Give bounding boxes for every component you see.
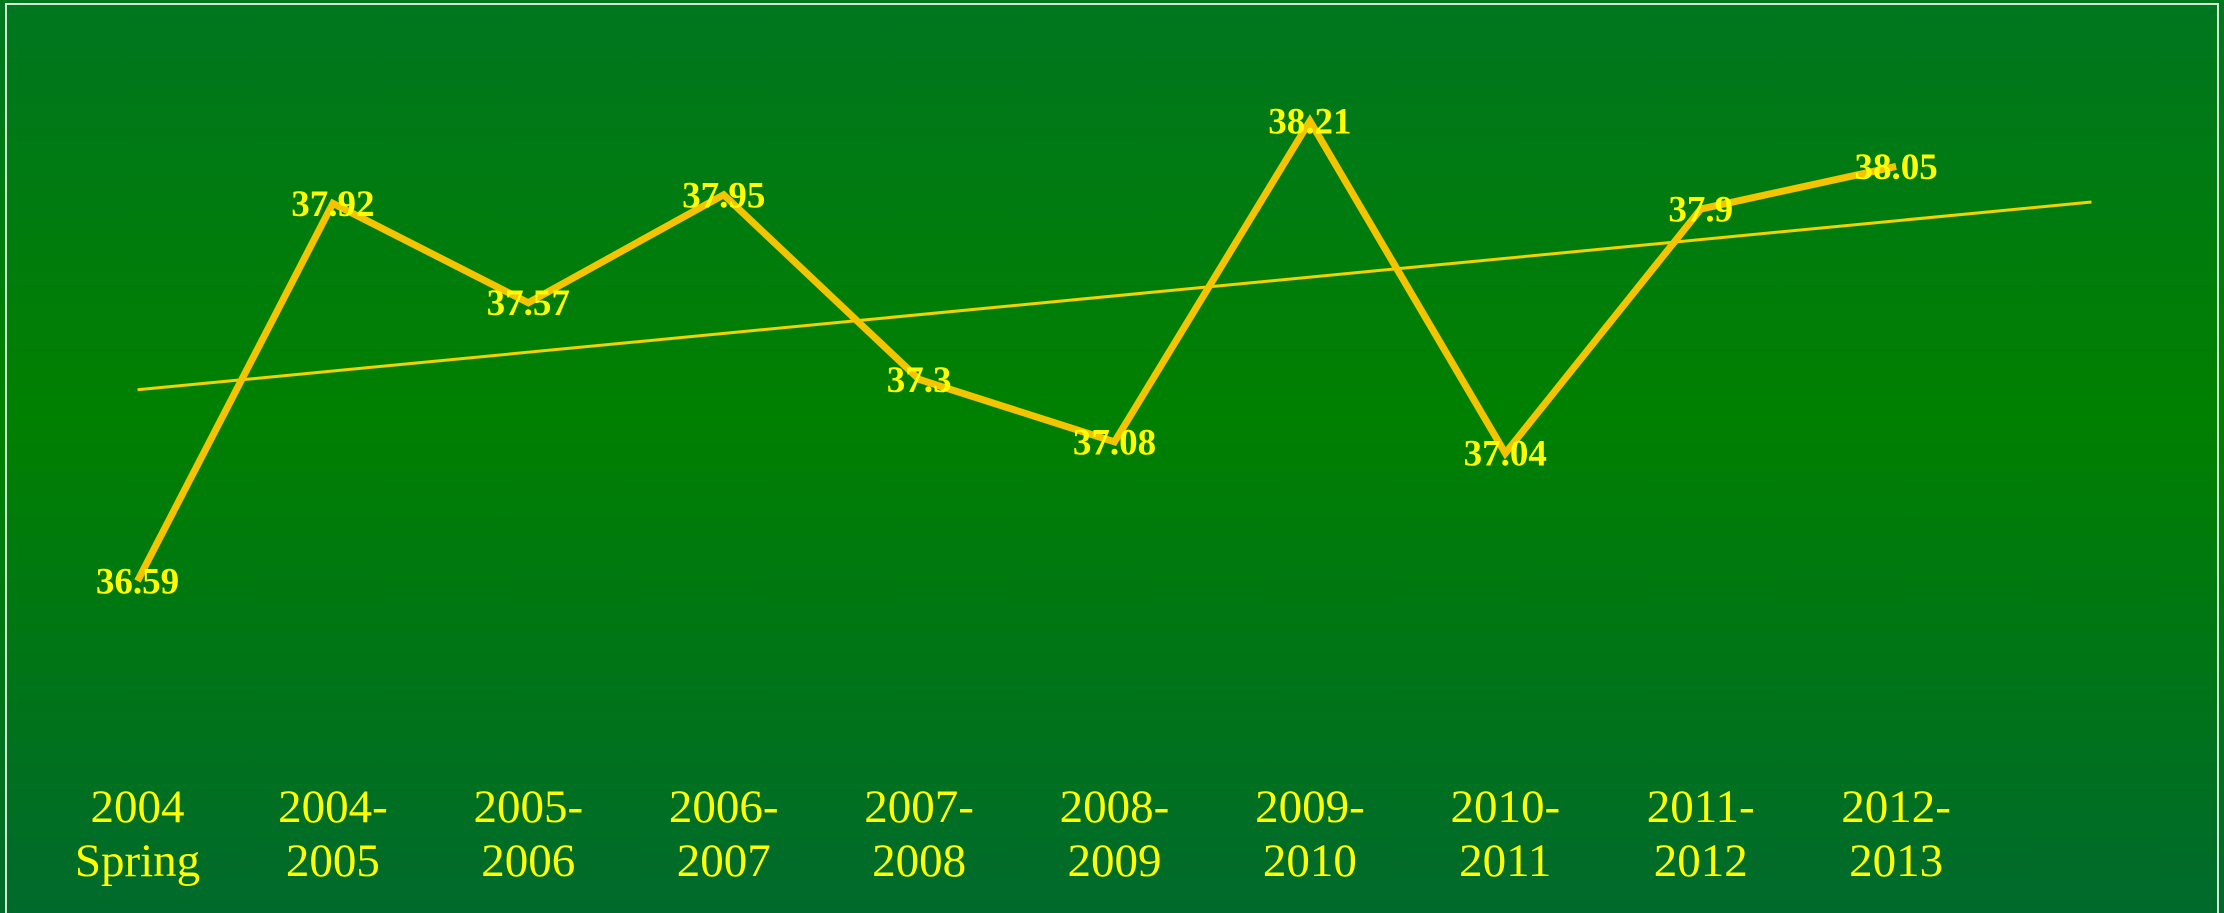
data-label: 37.04 [1464,434,1547,475]
data-label: 37.3 [887,360,952,401]
x-tick-label-line: 2007- [864,781,974,833]
x-tick-label: 2008-2009 [1060,781,1170,887]
data-label: 37.57 [487,283,570,324]
x-tick-label-line: 2009- [1255,781,1365,833]
x-tick-label-line: 2005 [286,835,380,887]
x-tick-label-line: 2012 [1654,835,1748,887]
x-tick-label-line: 2008 [872,835,966,887]
data-line [134,114,1897,583]
data-label: 37.08 [1073,422,1156,463]
x-tick-label-line: Spring [75,835,200,887]
x-tick-label-line: 2004- [278,781,388,833]
x-tick-label-line: 2011 [1459,835,1551,887]
data-label: 37.95 [682,175,765,216]
x-tick-label: 2005-2006 [473,781,583,887]
x-tick-label: 2007-2008 [864,781,974,887]
x-tick-label: 2009-2010 [1255,781,1365,887]
x-tick-label-line: 2011- [1647,781,1755,833]
data-label: 37.92 [291,184,374,225]
x-tick-label-line: 2009 [1068,835,1162,887]
x-tick-label-line: 2004 [91,781,185,833]
frame [5,3,2219,913]
x-tick-label-line: 2013 [1849,835,1943,887]
data-label: 37.9 [1668,190,1733,231]
x-tick-label: 2012-2013 [1841,781,1951,887]
x-tick-label-line: 2010- [1450,781,1560,833]
data-label: 38.05 [1854,147,1937,188]
x-tick-label-line: 2010 [1263,835,1357,887]
x-tick-label-line: 2012- [1841,781,1951,833]
data-label: 38.21 [1268,101,1351,142]
x-tick-label-line: 2006 [481,835,575,887]
x-tick-label-line: 2008- [1060,781,1170,833]
x-tick-label: 2004-2005 [278,781,388,887]
x-tick-label-line: 2005- [473,781,583,833]
x-tick-label: 2010-2011 [1450,781,1560,887]
data-label: 36.59 [96,561,179,602]
x-tick-label: 2011-2012 [1647,781,1755,887]
x-tick-label-line: 2007 [677,835,771,887]
x-tick-label: 2006-2007 [669,781,779,887]
x-tick-label-line: 2006- [669,781,779,833]
x-tick-label: 2004 Spring [75,781,200,887]
trendline [137,200,2092,392]
